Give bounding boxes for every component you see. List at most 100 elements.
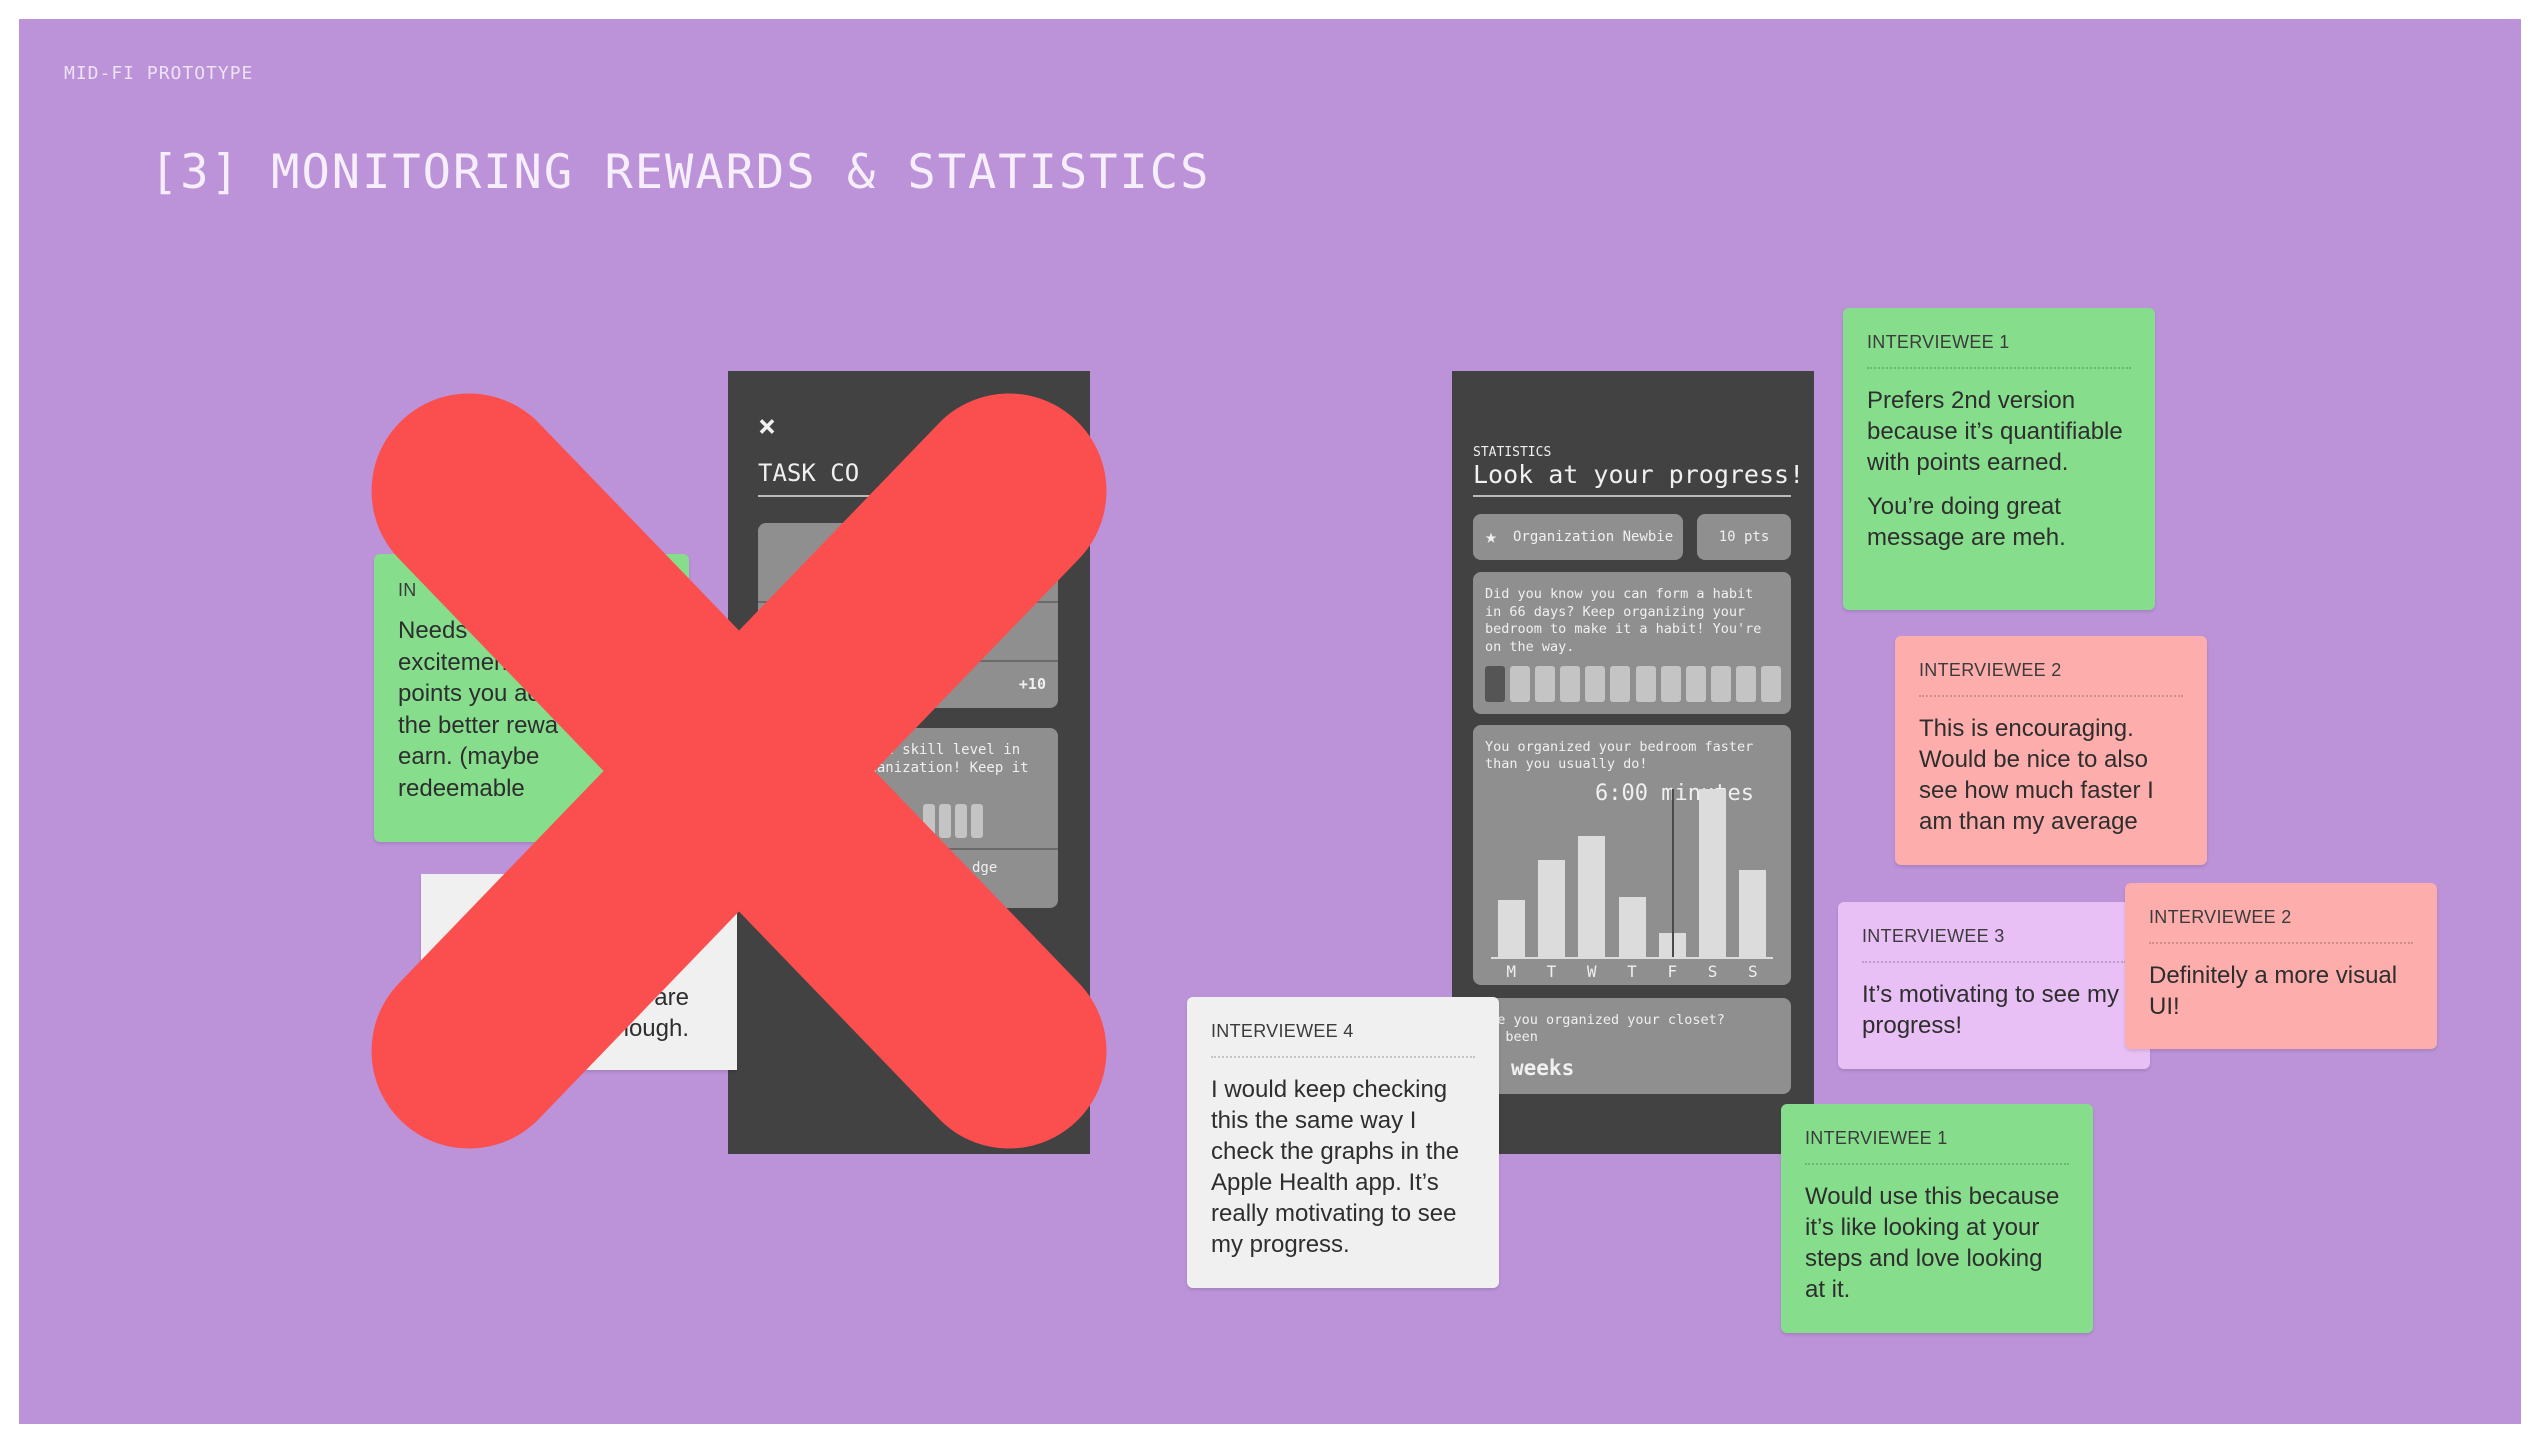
chart-tick-label: T (1546, 962, 1557, 981)
skill-card: ed a skill level in rganization! Keep it… (758, 728, 1058, 908)
feedback-sticky-2: INTERVIEWEE 2 This is encouraging. Would… (1895, 636, 2207, 865)
section-eyebrow: MID-FI PROTOTYPE (64, 63, 254, 84)
chart-tick-label: M (1506, 962, 1516, 981)
closet-value: weeks (1511, 1056, 1575, 1080)
habit-progress-segment (1760, 666, 1781, 702)
text-paragraph: Would use this because it’s like looking… (1805, 1183, 2060, 1303)
progress-segment (971, 804, 983, 838)
chart-tick-label: S (1748, 962, 1758, 981)
sticky-author: INTERVIEWEE 2 (2149, 907, 2413, 944)
sticky-message: Would use this because it’s like looking… (1805, 1181, 2069, 1305)
chart-bar (1537, 859, 1565, 957)
habit-card: Did you know you can form a habit in 66 … (1473, 572, 1791, 714)
sticky-author: INTERVIEWEE 2 (1919, 660, 2183, 697)
divider (758, 848, 1058, 850)
skill-line: ed a skill level in (860, 742, 1021, 758)
sticky-message: Definitely a more visual UI! (2149, 960, 2413, 1022)
feedback-sticky-left: IN Needs e excitemen points you ac the b… (374, 554, 689, 842)
text-paragraph: Prefers 2nd version because it’s quantif… (1867, 387, 2123, 476)
text-line: on the way. (1485, 638, 1575, 655)
screen-title: Look at your progress! (1473, 460, 1805, 489)
feedback-sticky-3: INTERVIEWEE 3 It’s motivating to see my … (1838, 902, 2150, 1069)
habit-progress-segment (1710, 666, 1731, 702)
sticky-author: INTERVIEWEE 4 (1211, 1021, 1475, 1058)
sticky-author: IN (398, 580, 417, 600)
habit-progress-segment (1610, 666, 1631, 702)
habit-progress-segment (1560, 666, 1581, 702)
divider (758, 601, 1058, 603)
sticky-message: Needs e excitemen points you ac the bett… (398, 615, 665, 804)
text-paragraph: You’re doing great message are meh. (1867, 493, 2066, 551)
habit-progress-segment (1735, 666, 1756, 702)
text-line: t enough. (588, 1015, 689, 1042)
text-paragraph: I would keep checking this the same way … (1211, 1076, 1460, 1258)
progress-segment (939, 804, 951, 838)
chart-highlight-line (1672, 789, 1675, 957)
text-line: points you ac (398, 680, 540, 707)
text-line: the better rewa (398, 711, 559, 739)
chart-bar (1699, 789, 1727, 957)
habit-progress-segment (1485, 666, 1506, 702)
habit-text: Did you know you can form a habit in 66 … (1485, 586, 1761, 656)
text-line: earn. (maybe (398, 743, 540, 770)
speed-value: 6:00 minutes (1595, 781, 1754, 806)
chart-tick-label: W (1586, 962, 1597, 981)
points-label: 10 pts (1718, 529, 1770, 545)
level-badge-label: Organization Newbie (1513, 529, 1674, 545)
text-line: Did you know you can form a habit (1485, 586, 1754, 602)
text-line: bedroom to make it a habit! You're (1485, 621, 1762, 637)
points-badge: 10 pts (1697, 514, 1791, 560)
habit-progress-segment (1535, 666, 1556, 702)
progress-segment (955, 804, 967, 838)
badge-label: dge (972, 860, 998, 876)
sticky-message: This is encouraging. Would be nice to al… (1919, 713, 2183, 837)
chart-plot (1491, 789, 1773, 959)
text-paragraph: It’s motivating to see my progress! (1862, 981, 2119, 1039)
chart-tick-label: S (1707, 962, 1718, 981)
text-line: in 66 days? Keep organizing your (1485, 603, 1746, 620)
chart-bar (1578, 836, 1606, 957)
text-line: redeemable (398, 774, 525, 802)
sticky-message: It’s motivating to see my progress! (1862, 979, 2126, 1041)
habit-progress-segment (1635, 666, 1656, 702)
habit-progress-segment (1585, 666, 1606, 702)
feedback-sticky-5: INTERVIEWEE 4 I would keep checking this… (1187, 997, 1499, 1288)
habit-progress-segment (1510, 666, 1531, 702)
text-line: excitemen (398, 648, 508, 676)
sticky-message: Prefers 2nd version because it’s quantif… (1867, 385, 2131, 553)
prototype-board: MID-FI PROTOTYPE [3] MONITORING REWARDS … (19, 19, 2521, 1424)
sticky-message: I would keep checking this the same way … (1211, 1074, 1475, 1260)
closet-card: ave you organized your closet? 's been w… (1473, 998, 1791, 1094)
habit-progress-segment (1660, 666, 1681, 702)
chart-tick-label: T (1627, 962, 1637, 981)
progress-segment (923, 804, 935, 838)
task-title: TASK CO (758, 459, 860, 487)
chart-bar (1618, 896, 1646, 957)
sticky-author: INTERVIEWEE 1 (1805, 1128, 2069, 1165)
feedback-sticky-4: INTERVIEWEE 2 Definitely a more visual U… (2125, 883, 2437, 1049)
statistics-screen: STATISTICS Look at your progress! ★ Orga… (1452, 371, 1814, 1154)
text-line: ave you organized your closet? (1481, 1012, 1725, 1028)
text-line: it are (635, 984, 689, 1011)
screen-eyebrow: STATISTICS (1473, 445, 1552, 460)
chart-bar (1497, 899, 1525, 957)
feedback-sticky-6: INTERVIEWEE 1 Would use this because it’… (1781, 1104, 2093, 1333)
sticky-author: INTERVIEWEE 1 (1867, 332, 2131, 369)
page-title: [3] MONITORING REWARDS & STATISTICS (150, 145, 1211, 200)
text-paragraph: This is encouraging. Would be nice to al… (1919, 715, 2154, 835)
chart-tick-label: F (1667, 962, 1678, 981)
level-badge-button[interactable]: ★ Organization Newbie (1473, 514, 1683, 560)
speed-card: You organized your bedroom faster than y… (1473, 725, 1791, 985)
chart-bar (1739, 869, 1767, 957)
close-icon[interactable]: × (758, 409, 777, 444)
habit-progress (1485, 666, 1781, 702)
feedback-sticky-left-white: it are t enough. (421, 874, 737, 1070)
title-divider (1473, 495, 1791, 497)
text-line: You organized your bedroom faster (1485, 739, 1754, 755)
sticky-author: INTERVIEWEE 3 (1862, 926, 2126, 963)
task-complete-screen: × TASK CO +10 ed a skill level in rganiz… (728, 371, 1090, 1154)
divider (758, 660, 1058, 662)
habit-progress-segment (1685, 666, 1706, 702)
